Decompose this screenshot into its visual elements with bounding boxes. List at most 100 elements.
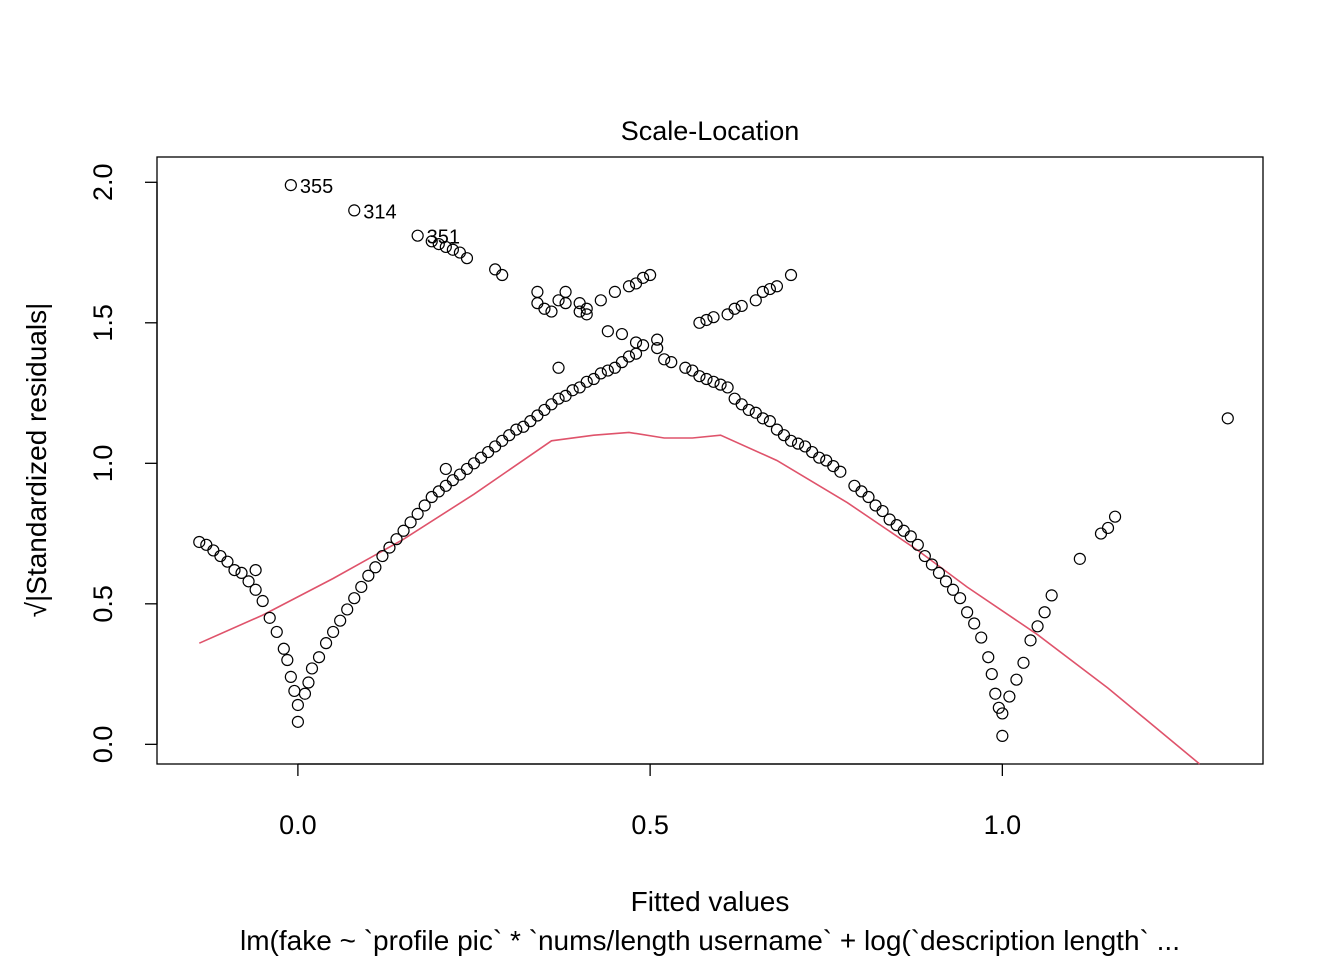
data-point [235,566,248,580]
data-point [362,569,375,582]
data-point [791,437,805,450]
data-point [453,246,467,259]
data-point [707,375,720,388]
data-point [228,563,241,577]
data-point [601,364,614,377]
data-point [432,485,445,498]
data-point [601,325,614,338]
data-point [425,235,438,248]
data-point [193,535,206,549]
data-point [1010,673,1023,686]
data-point [298,687,312,700]
data-point [312,651,326,664]
data-point [545,398,558,411]
data-point [397,524,410,537]
data-point [510,423,523,436]
data-point [700,372,713,386]
data-point [369,561,382,574]
data-point [629,277,643,290]
data-point [559,285,572,298]
data-point [622,350,636,363]
data-point [1045,589,1058,602]
data-point [996,729,1009,742]
y-tick-label: 2.0 [88,164,118,202]
point-label: 314 [363,201,396,223]
data-point [291,698,304,712]
data-point [756,285,769,298]
data-point [721,308,734,321]
data-point [573,297,586,310]
data-point [249,563,262,577]
data-point [925,558,939,571]
y-tick-label: 1.0 [88,445,118,483]
data-point [629,347,643,360]
data-point [291,715,304,728]
data-point [594,294,607,307]
data-point [982,651,995,664]
data-point [573,381,586,394]
data-point [573,305,586,318]
data-point [918,549,931,563]
data-point [460,252,474,265]
data-point [580,302,593,315]
data-point [517,420,530,433]
point-labels: 355 314 351 [300,176,460,249]
data-point [425,490,438,504]
data-point [453,468,467,481]
data-point [446,243,459,256]
data-point [1221,412,1234,425]
data-point [439,479,452,492]
data-point [763,282,776,296]
data-point [714,378,727,391]
data-point [756,412,769,425]
data-point [1031,620,1044,633]
data-point [693,316,706,329]
data-point [735,299,748,313]
data-point [418,499,431,512]
data-point [834,465,847,478]
data-point [503,429,516,442]
data-point [531,409,544,422]
data-point [594,367,607,380]
svg-text:√|Standardized residuals|: √|Standardized residuals| [21,303,52,618]
data-point [989,687,1002,700]
data-point [281,653,294,667]
data-point [439,240,452,254]
model-formula-subtitle: lm(fake ~ `profile pic` * `nums/length u… [240,925,1180,956]
data-point [1073,552,1086,565]
data-point [749,406,762,419]
data-point [538,302,551,315]
data-point [679,361,692,374]
data-point [608,361,621,374]
y-tick-label: 1.5 [88,304,118,342]
data-point [489,440,502,453]
smoother-curve [198,431,1201,765]
x-tick-label: 0.0 [279,810,317,840]
data-point [460,462,474,476]
data-point [862,490,875,504]
data-point [953,592,967,605]
data-point [411,507,424,520]
point-label: 355 [300,176,333,198]
y-axis-label-radical: √ [21,601,52,617]
data-point [531,285,544,298]
data-point [496,434,509,447]
data-point [1038,606,1051,619]
data-point [341,603,354,616]
data-point [411,229,424,242]
data-point [376,549,389,563]
data-point [742,403,755,417]
data-point [1017,656,1030,669]
data-point [277,642,290,655]
data-point [932,566,946,580]
data-point [975,631,988,644]
data-point [249,583,262,596]
smoother-line [198,431,1201,765]
data-point [284,179,297,192]
data-point [559,297,572,310]
data-point [693,370,706,383]
data-point [636,339,650,352]
data-point [770,423,784,436]
data-point [848,479,861,492]
data-point [439,462,452,476]
